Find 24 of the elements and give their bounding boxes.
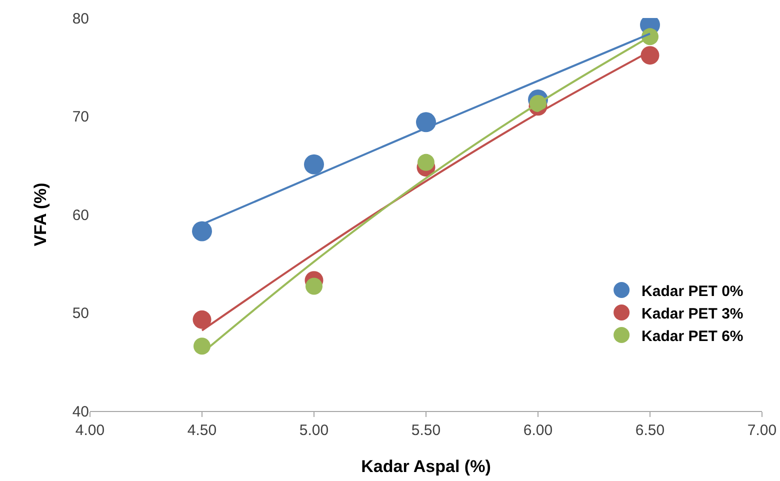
y-axis-title: VFA (%) — [31, 182, 50, 246]
point — [194, 338, 210, 355]
x-tick-label: 5.50 — [411, 422, 441, 439]
x-axis-title: Kadar Aspal (%) — [361, 457, 491, 476]
y-tick-label: 40 — [72, 403, 89, 420]
point — [192, 221, 212, 242]
x-tick-label: 4.50 — [187, 422, 217, 439]
y-tick-label: 50 — [72, 305, 89, 322]
y-tick-label: 70 — [72, 108, 89, 126]
point — [418, 154, 434, 171]
legend-label: Kadar PET 0% — [642, 282, 744, 300]
point — [192, 310, 212, 329]
y-tick-label: 60 — [72, 206, 89, 224]
legend-label: Kadar PET 6% — [642, 328, 744, 345]
x-tick-label: 6.00 — [523, 422, 553, 439]
point — [306, 278, 322, 295]
x-tick-label: 5.00 — [299, 422, 329, 439]
point — [640, 46, 660, 65]
x-tick-label: 4.00 — [75, 422, 105, 439]
point — [304, 154, 324, 174]
x-tick-label: 6.50 — [635, 422, 665, 439]
x-tick-label: 7.00 — [747, 422, 777, 439]
y-tick-label: 80 — [72, 10, 89, 28]
legend-label: Kadar PET 3% — [642, 305, 744, 322]
